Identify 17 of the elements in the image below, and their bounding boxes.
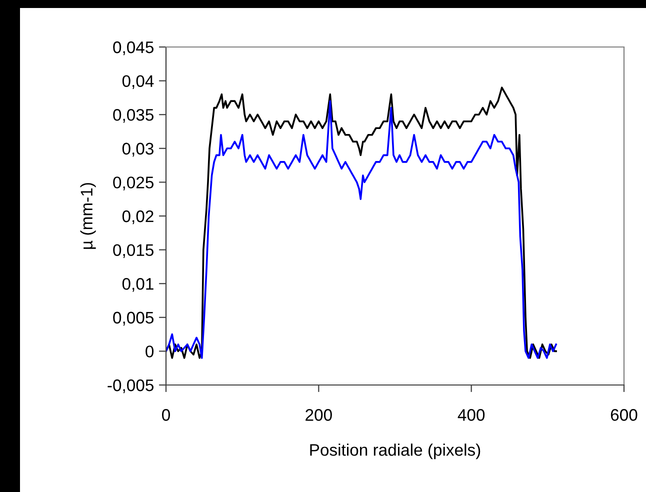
x-tick-label: 200 [306,409,332,421]
y-tick-label: 0,025 [113,176,154,190]
x-tick-label: 0 [162,409,170,421]
y-tick-label: 0 [146,346,154,358]
y-tick-label: -0,005 [108,379,154,394]
y-tick-label: 0,03 [122,142,154,157]
y-tick-label: 0,04 [122,75,154,89]
y-tick-label: 0,035 [113,109,154,123]
x-axis-title: Position radiale (pixels) [310,444,480,460]
y-axis-title: µ (mm-1) [80,183,96,249]
y-tick-label: 0,045 [113,41,154,56]
y-tick-label: 0,005 [113,312,154,326]
x-tick-label: 400 [458,409,485,421]
y-tick-label: 0,02 [122,210,154,224]
y-tick-label: 0,01 [122,278,154,292]
x-tick-label: 600 [610,409,638,421]
y-tick-label: 0,015 [113,244,154,258]
